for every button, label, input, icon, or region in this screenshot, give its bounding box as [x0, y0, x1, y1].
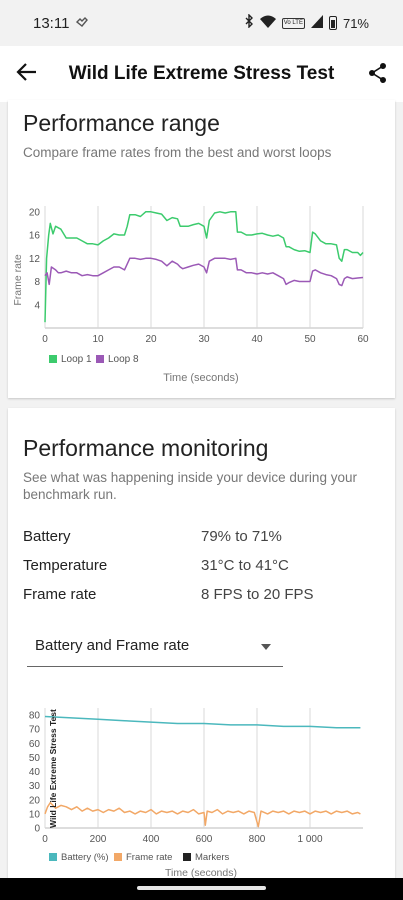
legend-label-loop-1: Loop 1 [61, 354, 92, 365]
x-tick-label: 0 [42, 334, 48, 345]
series-line-loop-1 [44, 211, 364, 323]
battery-percent: 71% [342, 15, 369, 31]
legend-label-frame-rate: Frame rate [126, 852, 172, 863]
y-tick-label: 50 [29, 753, 41, 764]
x-tick-label: 50 [304, 334, 316, 345]
performance-range-description: Compare frame rates from the best and wo… [23, 145, 332, 160]
x-tick-label: 0 [42, 834, 48, 845]
legend-label-loop-8: Loop 8 [108, 354, 139, 365]
arrow-left-icon[interactable] [16, 61, 40, 85]
chevron-down-icon [261, 644, 271, 650]
app-bar: Wild Life Extreme Stress Test [0, 46, 403, 102]
y-tick-label: 16 [29, 231, 41, 242]
marker-label: Wild Life Extreme Stress Test [48, 709, 58, 828]
y-axis-label: Frame rate [12, 254, 24, 306]
legend-label-battery: Battery (%) [61, 852, 109, 863]
y-tick-label: 4 [34, 300, 40, 311]
x-tick-label: 1 000 [297, 834, 322, 845]
volte-icon: Vo LTE [281, 17, 305, 29]
y-tick-label: 30 [29, 781, 41, 792]
x-tick-label: 400 [143, 834, 160, 845]
dropdown-selected-value: Battery and Frame rate [35, 637, 190, 654]
x-tick-label: 30 [198, 334, 210, 345]
legend-swatch-loop-1 [49, 355, 57, 363]
stat-label: Temperature [23, 557, 108, 574]
notification-icon [75, 17, 88, 31]
x-tick-label: 200 [90, 834, 107, 845]
x-tick-label: 20 [145, 334, 157, 345]
bluetooth-icon [245, 13, 254, 32]
performance-range-card: Performance range Compare frame rates fr… [8, 100, 395, 398]
stat-value: 79% to 71% [201, 528, 282, 545]
y-tick-label: 20 [29, 207, 41, 218]
legend-swatch-frame-rate [114, 853, 122, 861]
battery-icon [328, 16, 337, 30]
y-tick-label: 10 [29, 809, 41, 820]
status-icons: Vo LTE 71% [245, 13, 369, 32]
y-tick-label: 0 [34, 824, 40, 835]
y-tick-label: 20 [29, 795, 41, 806]
y-tick-label: 8 [34, 277, 40, 288]
stat-value: 31°C to 41°C [201, 557, 289, 574]
gesture-handle[interactable] [137, 886, 266, 890]
performance-monitoring-chart: 0 10 20 30 40 50 60 70 80 0 200 400 600 800 1 000 Wil… [29, 708, 363, 878]
legend-swatch-markers [183, 853, 191, 861]
wifi-icon [259, 15, 276, 32]
share-icon[interactable] [367, 62, 389, 84]
performance-monitoring-description: See what was happening inside your devic… [23, 470, 357, 502]
legend-swatch-battery [49, 853, 57, 861]
chart-legend: Battery (%) Frame rate Markers [49, 852, 230, 863]
x-tick-label: 800 [249, 834, 266, 845]
x-tick-label: 40 [251, 334, 263, 345]
series-line-battery [44, 715, 361, 729]
y-tick-label: 12 [29, 254, 41, 265]
x-axis-label: Time (seconds) [163, 372, 238, 384]
series-line-frame-rate [44, 801, 361, 828]
status-time: 13:11 [33, 15, 70, 32]
performance-monitoring-card: Performance monitoring See what was happ… [8, 408, 395, 878]
stat-label: Frame rate [23, 586, 97, 603]
legend-label-markers: Markers [195, 852, 230, 863]
series-line-loop-8 [44, 257, 364, 287]
x-tick-label: 10 [92, 334, 104, 345]
stat-label: Battery [23, 528, 71, 545]
y-tick-label: 70 [29, 725, 41, 736]
legend-swatch-loop-8 [96, 355, 104, 363]
chart-legend: Loop 1 Loop 8 [49, 354, 139, 365]
performance-monitoring-heading: Performance monitoring [23, 435, 269, 461]
page-title: Wild Life Extreme Stress Test [68, 63, 335, 84]
signal-icon [310, 14, 323, 32]
x-tick-label: 60 [357, 334, 369, 345]
performance-range-heading: Performance range [23, 110, 220, 136]
chart-type-dropdown[interactable]: Battery and Frame rate [27, 628, 283, 667]
performance-range-chart: Frame rate 4 8 12 16 20 0 10 20 30 40 50 60 Loop 1… [12, 206, 369, 384]
x-axis-label: Time (seconds) [165, 867, 237, 878]
status-bar: 13:11 Vo LTE 71% [0, 0, 403, 46]
stat-value: 8 FPS to 20 FPS [201, 586, 314, 603]
y-tick-label: 40 [29, 767, 41, 778]
x-tick-label: 600 [196, 834, 213, 845]
y-tick-label: 60 [29, 739, 41, 750]
navigation-bar [0, 878, 403, 900]
y-tick-label: 80 [29, 711, 41, 722]
